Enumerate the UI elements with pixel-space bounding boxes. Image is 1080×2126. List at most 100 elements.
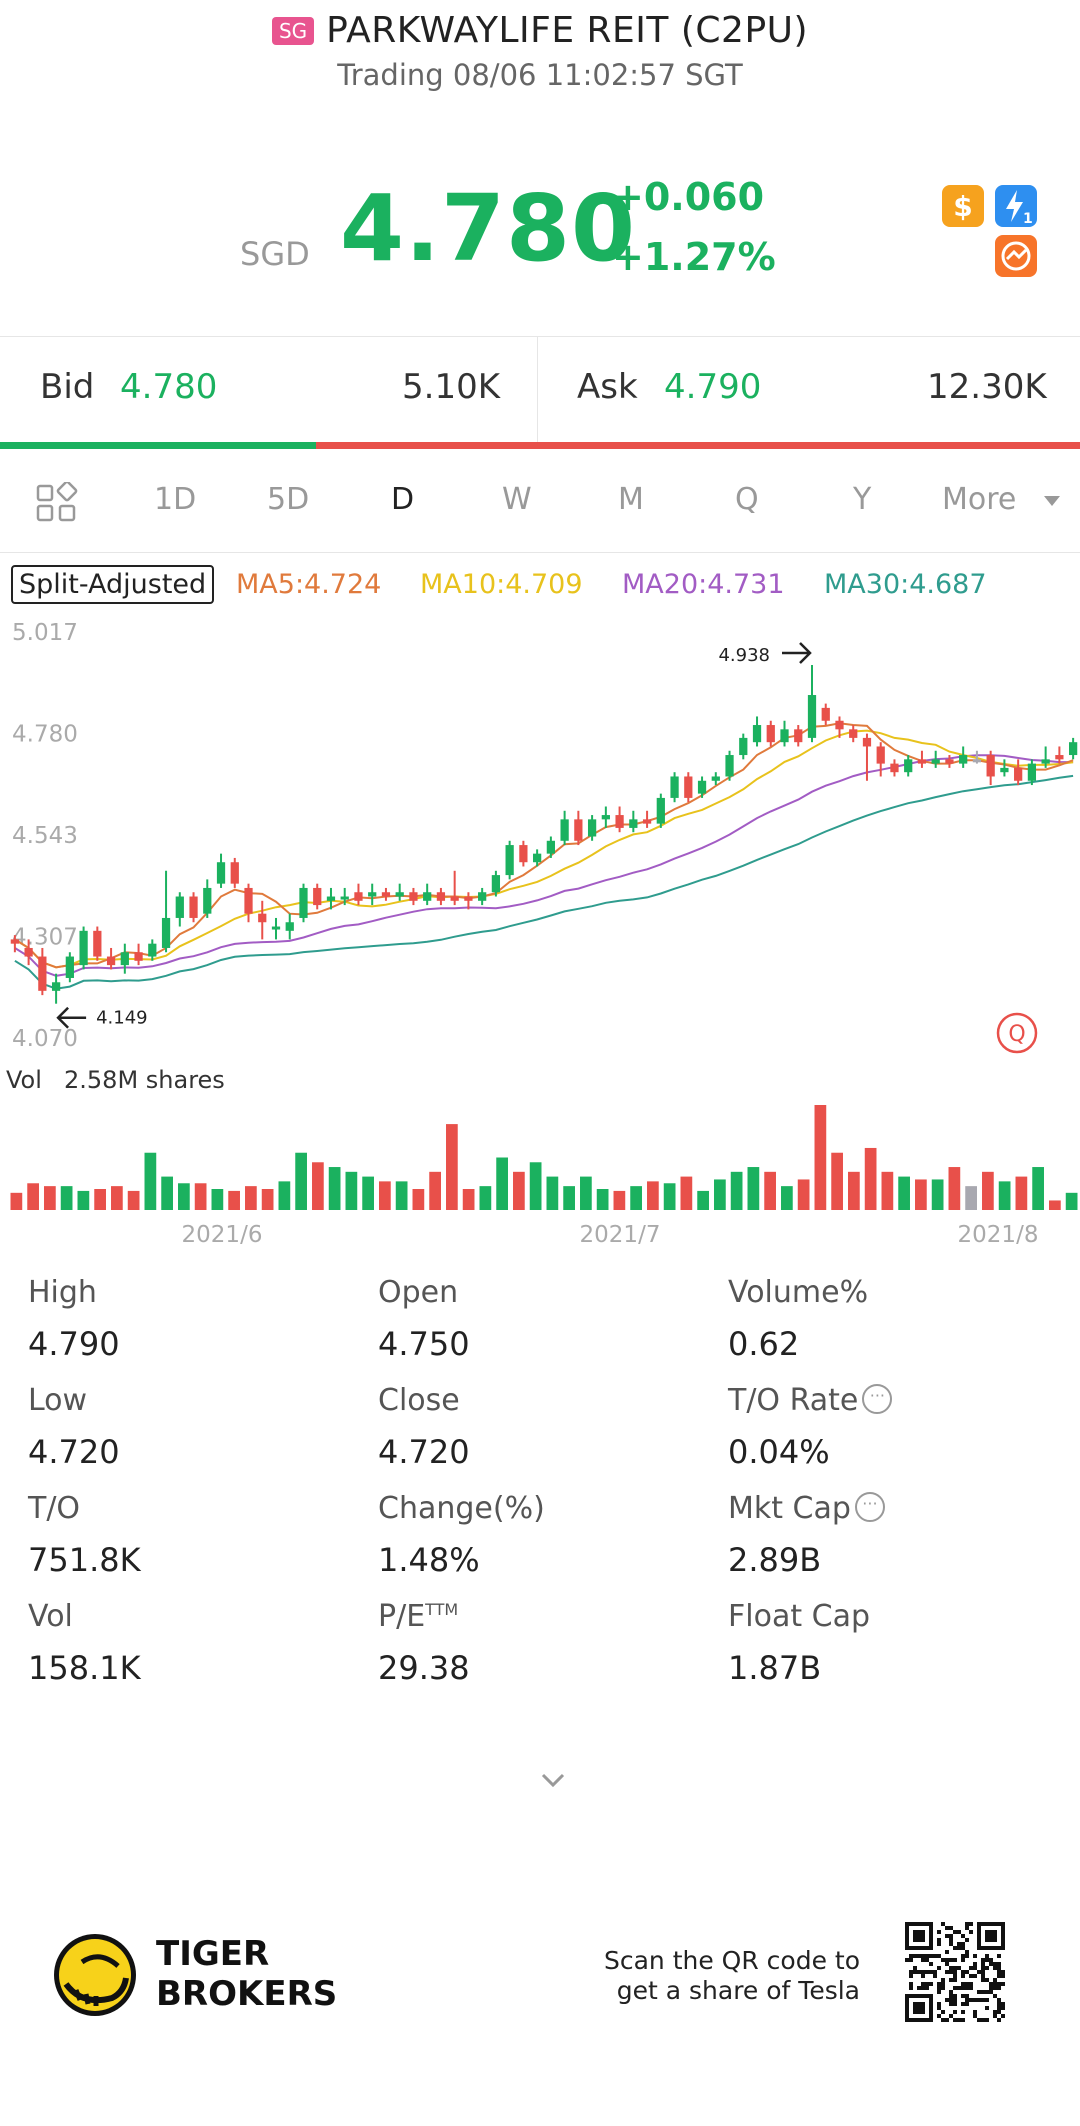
tab-5d[interactable]: 5D: [267, 482, 310, 517]
candle-body: [1027, 763, 1037, 781]
qr-module: [957, 1986, 961, 1990]
candle-body: [533, 853, 542, 863]
qr-finder: [913, 2002, 925, 2014]
tab-week[interactable]: W: [502, 482, 532, 517]
qr-module: [909, 1974, 913, 1978]
quote-area: SGD 4.780 +0.060 +1.27% $ 1: [0, 160, 1080, 310]
stat-value-close: 4.720: [378, 1433, 470, 1471]
volume-bar: [563, 1186, 575, 1210]
split-adjusted-button[interactable]: Split-Adjusted: [11, 565, 215, 604]
qr-module: [993, 2010, 997, 2014]
qr-module: [961, 1946, 965, 1950]
qr-module: [937, 1990, 941, 1994]
brand-line1: TIGER: [156, 1934, 270, 1974]
info-icon[interactable]: ···: [854, 1491, 885, 1522]
qr-code-icon[interactable]: [905, 1922, 1005, 2022]
candle-body: [917, 759, 927, 764]
flash-icon[interactable]: 1: [995, 185, 1037, 227]
qr-module: [921, 1982, 925, 1986]
tab-year[interactable]: Y: [853, 482, 872, 517]
tab-quarter[interactable]: Q: [735, 482, 759, 517]
qr-module: [997, 1974, 1001, 1978]
expand-chevron-icon[interactable]: [538, 1765, 568, 1795]
volume-bar: [965, 1186, 977, 1210]
q-letter: Q: [1008, 1022, 1025, 1047]
qr-module: [969, 1922, 973, 1926]
candle-body: [519, 845, 528, 863]
chevron-down-icon[interactable]: [1044, 496, 1060, 506]
qr-module: [941, 2010, 945, 2014]
volume-bar: [161, 1176, 173, 1210]
chart-type-grid-icon[interactable]: [36, 482, 78, 524]
volume-bar: [1065, 1192, 1078, 1210]
stat-label-to-rate-text: T/O Rate: [728, 1383, 859, 1418]
volume-bar: [178, 1183, 190, 1210]
qr-module: [909, 1986, 913, 1990]
qr-module: [1001, 2014, 1005, 2018]
candlestick-chart[interactable]: 5.017 4.780 4.543 4.307 4.070 4.938 4.149 Q 2021…: [0, 610, 1080, 1260]
tab-more[interactable]: More: [942, 482, 1017, 517]
x-tick-label: 2021/8: [958, 1222, 1039, 1248]
candle-body: [436, 892, 446, 901]
candle-body: [148, 943, 157, 957]
volume-bar: [211, 1189, 224, 1210]
qr-module: [929, 1954, 933, 1958]
candle-body: [1041, 759, 1050, 764]
volume-bar: [680, 1176, 693, 1210]
volume-bar: [312, 1162, 324, 1210]
low-marker-label: 4.149: [96, 1008, 148, 1029]
candle-body: [835, 720, 844, 730]
volume-bar: [1032, 1167, 1044, 1210]
dollar-icon[interactable]: $: [942, 185, 984, 227]
volume-value: 2.58M shares: [64, 1066, 225, 1094]
qr-module: [973, 2010, 977, 2014]
qr-module: [945, 1958, 949, 1962]
tab-day[interactable]: D: [391, 482, 415, 517]
stat-value-turnover: 751.8K: [28, 1541, 141, 1579]
qr-module: [993, 2014, 997, 2018]
tab-month[interactable]: M: [618, 482, 644, 517]
qr-module: [969, 1974, 973, 1978]
tab-1d[interactable]: 1D: [154, 482, 197, 517]
qr-module: [949, 1958, 953, 1962]
candle-body: [959, 755, 968, 764]
x-tick-label: 2021/7: [580, 1222, 661, 1248]
candle-body: [601, 815, 610, 820]
candle-body: [876, 746, 885, 764]
candle-body: [464, 896, 473, 901]
qr-module: [953, 2018, 957, 2022]
volume-bar: [1015, 1176, 1028, 1210]
qr-module: [961, 1942, 965, 1946]
qr-module: [981, 1970, 985, 1974]
stat-label-vol: Vol: [28, 1599, 73, 1634]
qr-finder: [913, 1930, 925, 1942]
qr-module: [937, 2014, 941, 2018]
volume-bar: [948, 1167, 961, 1210]
candle-body: [51, 982, 61, 991]
info-icon[interactable]: ···: [862, 1383, 893, 1414]
candle-body: [106, 956, 116, 966]
volume-bar: [797, 1179, 810, 1210]
qr-module: [981, 2018, 985, 2022]
qr-module: [961, 1970, 965, 1974]
footer-banner: TIGER BROKERS Scan the QR code to get a …: [0, 1900, 1080, 2060]
volume-bar: [60, 1186, 73, 1210]
volume-bar: [1049, 1200, 1061, 1210]
qr-module: [969, 1966, 973, 1970]
swap-icon[interactable]: [995, 235, 1037, 277]
volume-bar: [915, 1179, 927, 1210]
qr-module: [961, 1982, 965, 1986]
volume-label: Vol: [6, 1066, 42, 1094]
volume-bar: [848, 1171, 860, 1210]
stat-value-to-rate: 0.04%: [728, 1433, 830, 1471]
low-marker-arrow: [56, 1006, 87, 1029]
candle-body: [1055, 755, 1064, 760]
qr-module: [941, 1986, 945, 1990]
qr-module: [961, 1994, 965, 1998]
qr-module: [957, 2018, 961, 2022]
qr-module: [997, 1966, 1001, 1970]
qr-module: [997, 2002, 1001, 2006]
qr-module: [997, 2018, 1001, 2022]
candle-body: [945, 759, 954, 764]
qr-module: [941, 1982, 945, 1986]
